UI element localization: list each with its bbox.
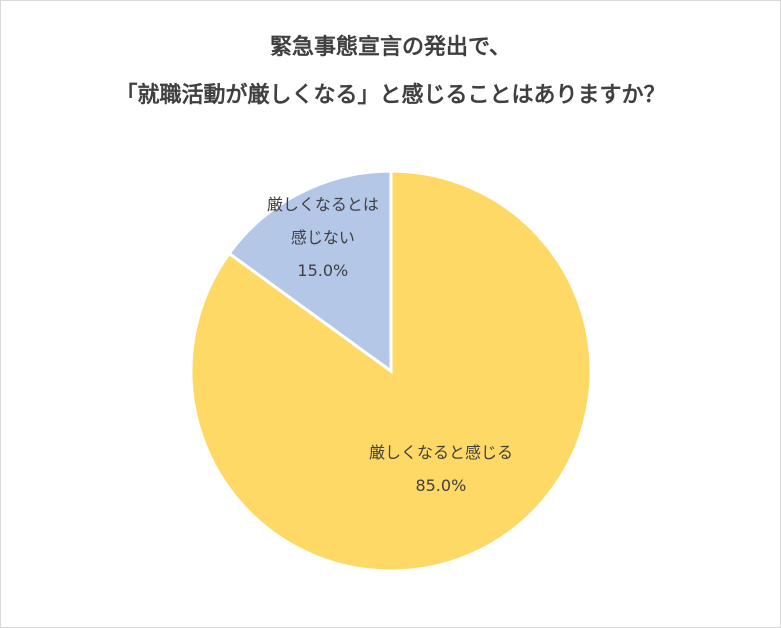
value-label: 85.0%	[415, 476, 467, 495]
value-label: 15.0%	[297, 260, 349, 280]
pie-slice	[227, 169, 393, 374]
chart-title: 緊急事態宣言の発出で、 「就職活動が厳しくなる」と感じることはありますか？	[115, 35, 666, 108]
slice-label: 厳しくなると感じる	[368, 443, 513, 462]
slice-label: 厳しくなるとは 感じない	[266, 194, 379, 247]
